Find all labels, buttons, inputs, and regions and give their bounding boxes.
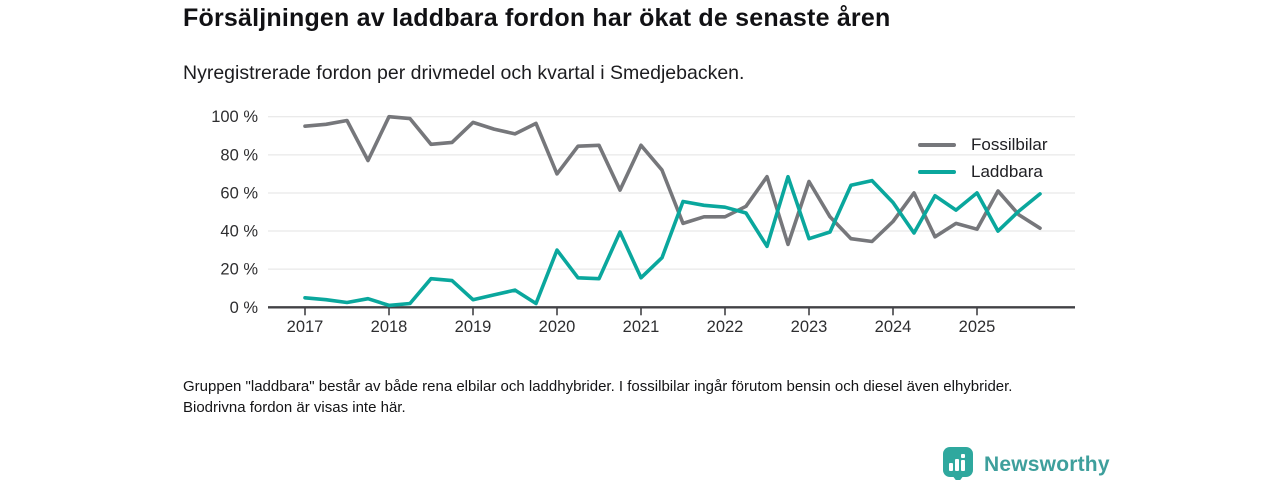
x-tick-label: 2020 [539, 318, 576, 336]
page-subtitle: Nyregistrerade fordon per drivmedel och … [183, 62, 745, 84]
newsworthy-logo-text: Newsworthy [984, 452, 1110, 476]
page-title: Försäljningen av laddbara fordon har öka… [183, 4, 891, 32]
line-chart-svg: 100 % 80 % 60 % 40 % 20 % 0 % 2017 2018 2019 2020… [211, 108, 1075, 336]
series-line-fossilbilar [303, 114, 1042, 247]
bar-chart-badge-icon [943, 447, 973, 480]
y-tick-label: 0 % [230, 299, 259, 317]
y-tick-label: 80 % [220, 146, 258, 164]
newsworthy-logo: Newsworthy [942, 446, 1110, 480]
x-tick-label: 2017 [287, 318, 324, 336]
x-tick-label: 2023 [791, 318, 828, 336]
series-line-laddbara [303, 174, 1042, 308]
x-tick-label: 2024 [875, 318, 912, 336]
x-tick-label: 2025 [959, 318, 996, 336]
legend-label-fossilbilar: Fossilbilar [971, 134, 1048, 154]
legend-item-laddbara: Laddbara [918, 158, 1048, 185]
chart-footnote: Gruppen "laddbara" består av både rena e… [183, 378, 1013, 416]
y-tick-label: 20 % [220, 261, 258, 279]
legend-swatch-laddbara [918, 169, 956, 174]
y-tick-label: 40 % [220, 223, 258, 241]
x-tick-label: 2022 [707, 318, 744, 336]
y-tick-label: 60 % [220, 184, 258, 202]
y-tick-label: 100 % [211, 108, 258, 126]
legend-swatch-fossilbilar [918, 142, 956, 147]
chart-legend: Fossilbilar Laddbara [918, 131, 1048, 185]
legend-item-fossilbilar: Fossilbilar [918, 131, 1048, 158]
x-tick-label: 2018 [371, 318, 408, 336]
line-chart: 100 % 80 % 60 % 40 % 20 % 0 % 2017 2018 2019 2020… [180, 105, 1080, 350]
x-tick-label: 2021 [623, 318, 660, 336]
x-tick-label: 2019 [455, 318, 492, 336]
legend-label-laddbara: Laddbara [971, 161, 1043, 181]
